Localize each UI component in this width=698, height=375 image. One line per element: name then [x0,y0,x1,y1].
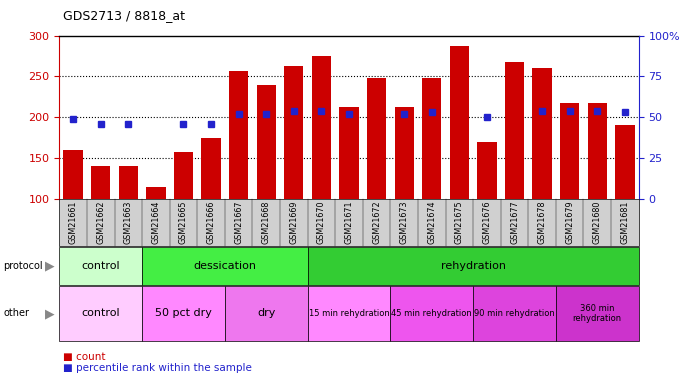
Text: other: other [3,309,29,318]
Bar [588,102,607,199]
Bar [615,124,634,199]
Bar [119,166,138,199]
Bar [450,46,469,199]
Bar [174,152,193,199]
Text: dry: dry [257,309,276,318]
Bar [477,142,496,199]
Text: dessication: dessication [193,261,256,271]
Text: GSM21665: GSM21665 [179,200,188,244]
Text: ■ percentile rank within the sample: ■ percentile rank within the sample [63,363,252,373]
Text: GSM21669: GSM21669 [290,200,298,244]
Text: GSM21671: GSM21671 [345,200,353,244]
Text: GSM21666: GSM21666 [207,201,216,244]
Bar [422,78,441,199]
Text: ▶: ▶ [45,260,55,272]
Bar [229,71,248,199]
Text: GSM21674: GSM21674 [427,200,436,244]
Text: GSM21679: GSM21679 [565,200,574,244]
Bar [257,85,276,199]
Text: 90 min rehydration: 90 min rehydration [474,309,555,318]
Text: GSM21676: GSM21676 [482,200,491,244]
Text: GSM21670: GSM21670 [317,200,326,244]
Text: GDS2713 / 8818_at: GDS2713 / 8818_at [63,9,185,22]
Bar [533,68,551,199]
Text: GSM21672: GSM21672 [372,200,381,244]
Text: protocol: protocol [3,261,43,271]
Text: rehydration: rehydration [440,261,505,271]
Text: GSM21673: GSM21673 [400,200,408,244]
Bar [202,138,221,199]
Bar [284,66,304,199]
Text: 15 min rehydration: 15 min rehydration [309,309,389,318]
Bar [560,102,579,199]
Bar [147,186,165,199]
Bar [339,106,359,199]
Text: GSM21664: GSM21664 [151,201,161,244]
Text: GSM21662: GSM21662 [96,200,105,244]
Text: control: control [82,261,120,271]
Text: GSM21681: GSM21681 [621,201,630,244]
Text: GSM21667: GSM21667 [234,200,243,244]
Bar [394,106,414,199]
Bar [312,56,331,199]
Text: 50 pct dry: 50 pct dry [155,309,212,318]
Text: GSM21677: GSM21677 [510,200,519,244]
Text: GSM21675: GSM21675 [455,200,464,244]
Text: 45 min rehydration: 45 min rehydration [392,309,472,318]
Text: GSM21680: GSM21680 [593,201,602,244]
Text: GSM21678: GSM21678 [537,200,547,244]
Text: GSM21668: GSM21668 [262,201,271,244]
Bar [367,78,386,199]
Text: ■ count: ■ count [63,352,105,362]
Text: 360 min
rehydration: 360 min rehydration [573,304,622,323]
Bar [91,166,110,199]
Bar [505,62,524,199]
Bar [64,150,83,199]
Text: control: control [82,309,120,318]
Text: ▶: ▶ [45,307,55,320]
Text: GSM21661: GSM21661 [68,201,77,244]
Text: GSM21663: GSM21663 [124,201,133,244]
